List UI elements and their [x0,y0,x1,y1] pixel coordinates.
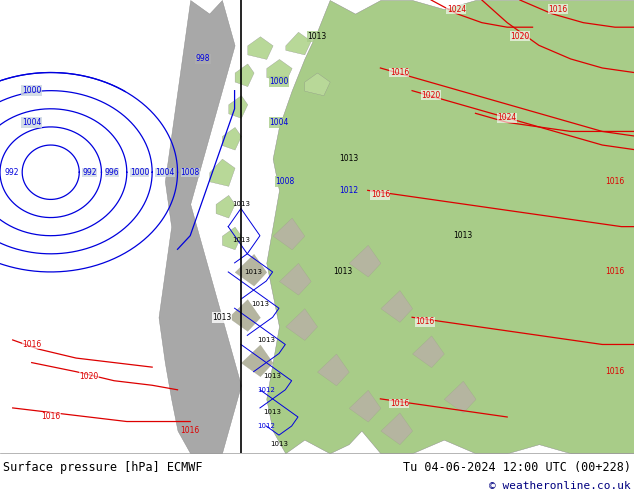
Text: 1000: 1000 [22,86,41,95]
Text: 1016: 1016 [415,318,434,326]
Text: 1013: 1013 [264,410,281,416]
Text: 1016: 1016 [548,4,567,14]
Text: 992: 992 [82,168,97,177]
Text: 1013: 1013 [307,32,327,41]
Text: 1013: 1013 [245,269,262,275]
Text: Tu 04-06-2024 12:00 UTC (00+228): Tu 04-06-2024 12:00 UTC (00+228) [403,462,631,474]
Text: 1000: 1000 [130,168,150,177]
Text: 1013: 1013 [251,301,269,307]
Text: 1024: 1024 [447,4,466,14]
Text: 1013: 1013 [339,154,358,163]
Text: 1013: 1013 [264,373,281,379]
Text: 1020: 1020 [79,372,98,381]
Text: 1013: 1013 [257,337,275,343]
Text: 998: 998 [196,54,210,63]
Text: 1013: 1013 [453,231,472,240]
Text: 1008: 1008 [276,177,295,186]
Text: 1020: 1020 [422,91,441,99]
Text: 1016: 1016 [41,413,60,421]
Text: 1008: 1008 [181,168,200,177]
Text: 1013: 1013 [232,201,250,207]
Text: 1016: 1016 [390,68,409,77]
Text: 1004: 1004 [22,118,41,127]
Text: 1020: 1020 [510,32,529,41]
Text: 1013: 1013 [270,441,288,447]
Text: 1013: 1013 [212,313,231,322]
Text: 1016: 1016 [605,177,624,186]
Text: 1013: 1013 [333,268,352,276]
Text: 1012: 1012 [257,423,275,429]
Text: 1000: 1000 [269,77,288,86]
Text: 996: 996 [105,168,119,177]
Text: 1016: 1016 [605,268,624,276]
Text: 1012: 1012 [257,387,275,393]
Text: 1016: 1016 [22,340,41,349]
Text: © weatheronline.co.uk: © weatheronline.co.uk [489,481,631,490]
Text: 1004: 1004 [155,168,175,177]
Text: 1012: 1012 [339,186,358,195]
Text: 1004: 1004 [269,118,288,127]
Text: 992: 992 [4,168,19,177]
Text: 1016: 1016 [181,426,200,435]
Text: 1016: 1016 [605,367,624,376]
Text: 1016: 1016 [390,399,409,408]
Text: 1024: 1024 [498,113,517,122]
Text: 1013: 1013 [232,237,250,243]
Text: Surface pressure [hPa] ECMWF: Surface pressure [hPa] ECMWF [3,462,203,474]
Text: 1016: 1016 [371,191,390,199]
